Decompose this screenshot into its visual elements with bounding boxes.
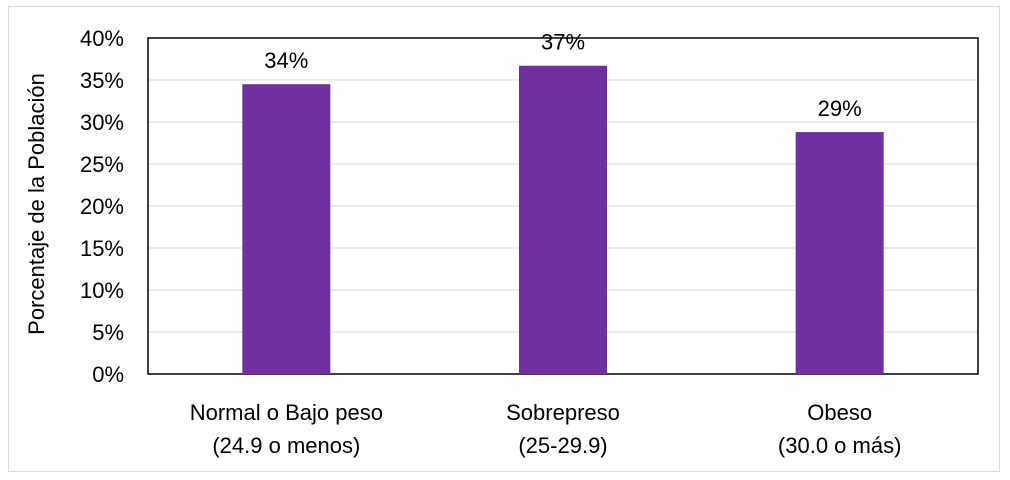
y-tick-label: 25% <box>80 152 124 177</box>
y-tick-label: 30% <box>80 110 124 135</box>
bar-value-label: 29% <box>818 96 862 121</box>
y-axis-ticks: 0% 5% 10% 15% 20% 25% 30% 35% 40% <box>80 26 124 387</box>
x-category-label: Obeso <box>807 400 872 425</box>
bar-value-label: 37% <box>541 30 585 55</box>
data-labels: 34% 37% 29% <box>264 30 861 121</box>
y-tick-label: 35% <box>80 68 124 93</box>
y-tick-label: 40% <box>80 26 124 51</box>
y-tick-label: 15% <box>80 236 124 261</box>
x-category-label: Sobrepreso <box>506 400 620 425</box>
x-category-label: (25-29.9) <box>518 433 607 458</box>
x-axis-labels: Normal o Bajo peso (24.9 o menos) Sobrepre… <box>190 400 902 458</box>
bar <box>795 132 884 374</box>
bar <box>242 84 331 374</box>
y-axis-title: Porcentaje de la Población <box>24 73 49 335</box>
bar <box>519 65 607 374</box>
y-tick-label: 0% <box>92 362 124 387</box>
x-category-label: Normal o Bajo peso <box>190 400 383 425</box>
y-tick-label: 5% <box>92 320 124 345</box>
x-category-label: (30.0 o más) <box>778 433 902 458</box>
bars <box>242 65 884 374</box>
y-tick-label: 10% <box>80 278 124 303</box>
bar-value-label: 34% <box>264 48 308 73</box>
x-category-label: (24.9 o menos) <box>212 433 360 458</box>
y-tick-label: 20% <box>80 194 124 219</box>
